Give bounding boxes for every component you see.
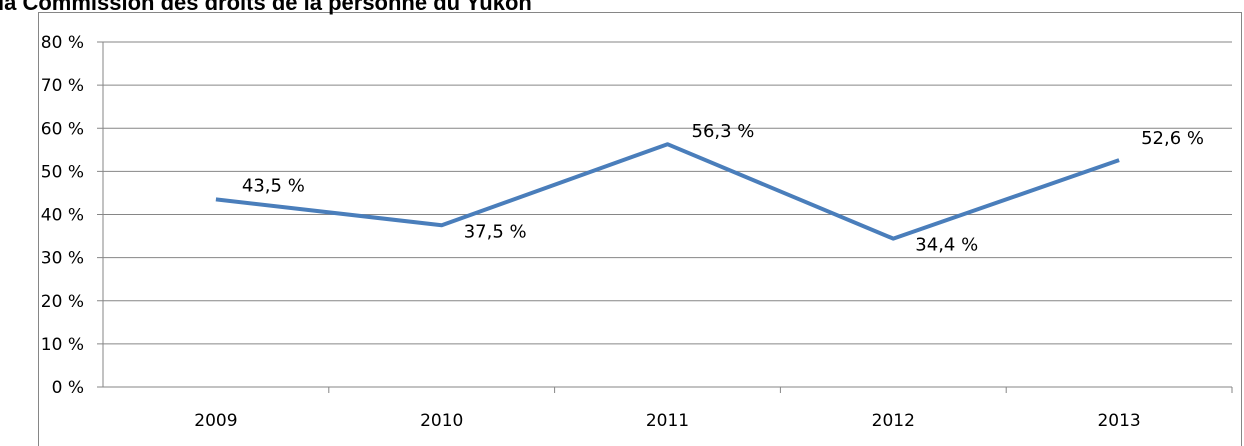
line-series: [215, 142, 1120, 241]
data-label: 43,5 %: [242, 175, 305, 196]
data-label: 34,4 %: [915, 235, 978, 256]
y-tick-label: 50 %: [41, 162, 84, 182]
x-tick-label: 2011: [646, 411, 689, 431]
chart-border: [38, 12, 1242, 446]
x-tick-label: 2012: [872, 411, 915, 431]
y-tick-label: 20 %: [41, 292, 84, 312]
x-tick-label: 2010: [420, 411, 463, 431]
y-tick-label: 60 %: [41, 119, 84, 139]
y-tick-label: 80 %: [41, 33, 84, 53]
chart-title: la Commission des droits de la personne …: [0, 0, 532, 15]
y-tick-label: 40 %: [41, 206, 84, 226]
data-label: 56,3 %: [692, 121, 755, 142]
x-tick-label: 2009: [194, 411, 237, 431]
y-tick-label: 70 %: [41, 76, 84, 96]
y-tick-label: 0 %: [52, 378, 84, 398]
data-label: 52,6 %: [1141, 128, 1204, 149]
y-tick-label: 10 %: [41, 335, 84, 355]
x-tick-label: 2013: [1097, 411, 1140, 431]
y-tick-label: 30 %: [41, 249, 84, 269]
data-label: 37,5 %: [464, 221, 527, 242]
